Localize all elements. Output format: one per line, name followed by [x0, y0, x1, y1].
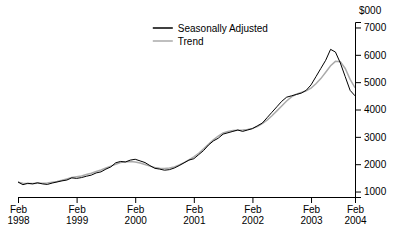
legend-swatch	[153, 40, 173, 42]
y-tick-mark	[355, 137, 361, 138]
x-tick: Feb1999	[66, 197, 89, 226]
x-tick-label-line: 2002	[242, 215, 265, 226]
y-tick: 5000	[355, 77, 387, 88]
x-axis-line	[19, 198, 356, 204]
series-line	[18, 49, 355, 184]
x-tick-label: Feb2003	[300, 204, 323, 226]
x-tick-label-line: 1999	[66, 215, 89, 226]
x-tick-mark	[194, 197, 195, 203]
y-tick-label: 2000	[364, 159, 387, 170]
y-tick: 3000	[355, 132, 387, 143]
x-tick: Feb2001	[183, 197, 206, 226]
x-tick-mark	[252, 197, 253, 203]
x-tick-label-line: Feb	[244, 204, 262, 215]
y-tick-label: 4000	[364, 104, 387, 115]
x-tick-label: Feb2004	[344, 204, 367, 226]
x-tick-label-line: 2004	[344, 215, 367, 226]
legend-item: Trend	[153, 36, 204, 47]
x-tick-mark	[77, 197, 78, 203]
legend-label: Seasonally Adjusted	[178, 23, 268, 34]
x-tick: Feb2004	[344, 197, 367, 226]
x-tick-label-line: Feb	[10, 204, 28, 215]
y-tick: 4000	[355, 104, 387, 115]
y-tick-label: 5000	[364, 77, 387, 88]
x-tick-label-line: 2000	[125, 215, 148, 226]
x-tick: Feb1998	[7, 197, 30, 226]
y-tick: 7000	[355, 22, 387, 33]
x-tick: Feb2002	[242, 197, 265, 226]
legend: Seasonally Adjusted Trend	[153, 23, 268, 47]
y-axis-line	[356, 23, 362, 198]
y-tick-mark	[355, 192, 361, 193]
x-tick-label-line: 2003	[300, 215, 323, 226]
y-tick-label: 3000	[364, 132, 387, 143]
x-tick-mark	[18, 197, 19, 203]
y-tick-label: 1000	[364, 186, 387, 197]
x-tick-mark	[311, 197, 312, 203]
x-tick-label: Feb2001	[183, 204, 206, 226]
y-tick: 1000	[355, 186, 387, 197]
x-tick-mark	[135, 197, 136, 203]
plot-area	[18, 49, 355, 184]
x-tick-label: Feb1999	[66, 204, 89, 226]
legend-item: Seasonally Adjusted	[153, 23, 268, 34]
x-tick-label-line: Feb	[347, 204, 365, 215]
x-tick-label-line: Feb	[303, 204, 321, 215]
y-tick-mark	[355, 55, 361, 56]
series-line	[18, 61, 355, 183]
y-axis: 1000 2000 3000 4000 5000 6000 7000	[355, 22, 387, 197]
x-tick-label-line: Feb	[68, 204, 86, 215]
y-label: $000	[359, 5, 382, 16]
y-tick-mark	[355, 164, 361, 165]
x-tick: Feb2003	[300, 197, 323, 226]
y-tick-mark	[355, 110, 361, 111]
x-tick-label: Feb2000	[125, 204, 148, 226]
y-tick-mark	[355, 82, 361, 83]
x-tick-label-line: 1998	[7, 215, 30, 226]
x-tick-label: Feb1998	[7, 204, 30, 226]
chart: Feb1998Feb1999Feb2000Feb2001Feb2002Feb20…	[0, 0, 397, 227]
x-tick: Feb2000	[125, 197, 148, 226]
x-tick-label-line: Feb	[127, 204, 145, 215]
legend-swatch	[153, 27, 173, 29]
x-tick-label-line: 2001	[183, 215, 206, 226]
y-tick-label: 6000	[364, 50, 387, 61]
x-axis: Feb1998Feb1999Feb2000Feb2001Feb2002Feb20…	[7, 197, 367, 226]
x-tick-label-line: Feb	[186, 204, 204, 215]
y-tick: 2000	[355, 159, 387, 170]
y-tick-mark	[355, 27, 361, 28]
x-tick-label: Feb2002	[242, 204, 265, 226]
y-tick-label: 7000	[364, 22, 387, 33]
legend-label: Trend	[178, 36, 204, 47]
y-tick: 6000	[355, 50, 387, 61]
